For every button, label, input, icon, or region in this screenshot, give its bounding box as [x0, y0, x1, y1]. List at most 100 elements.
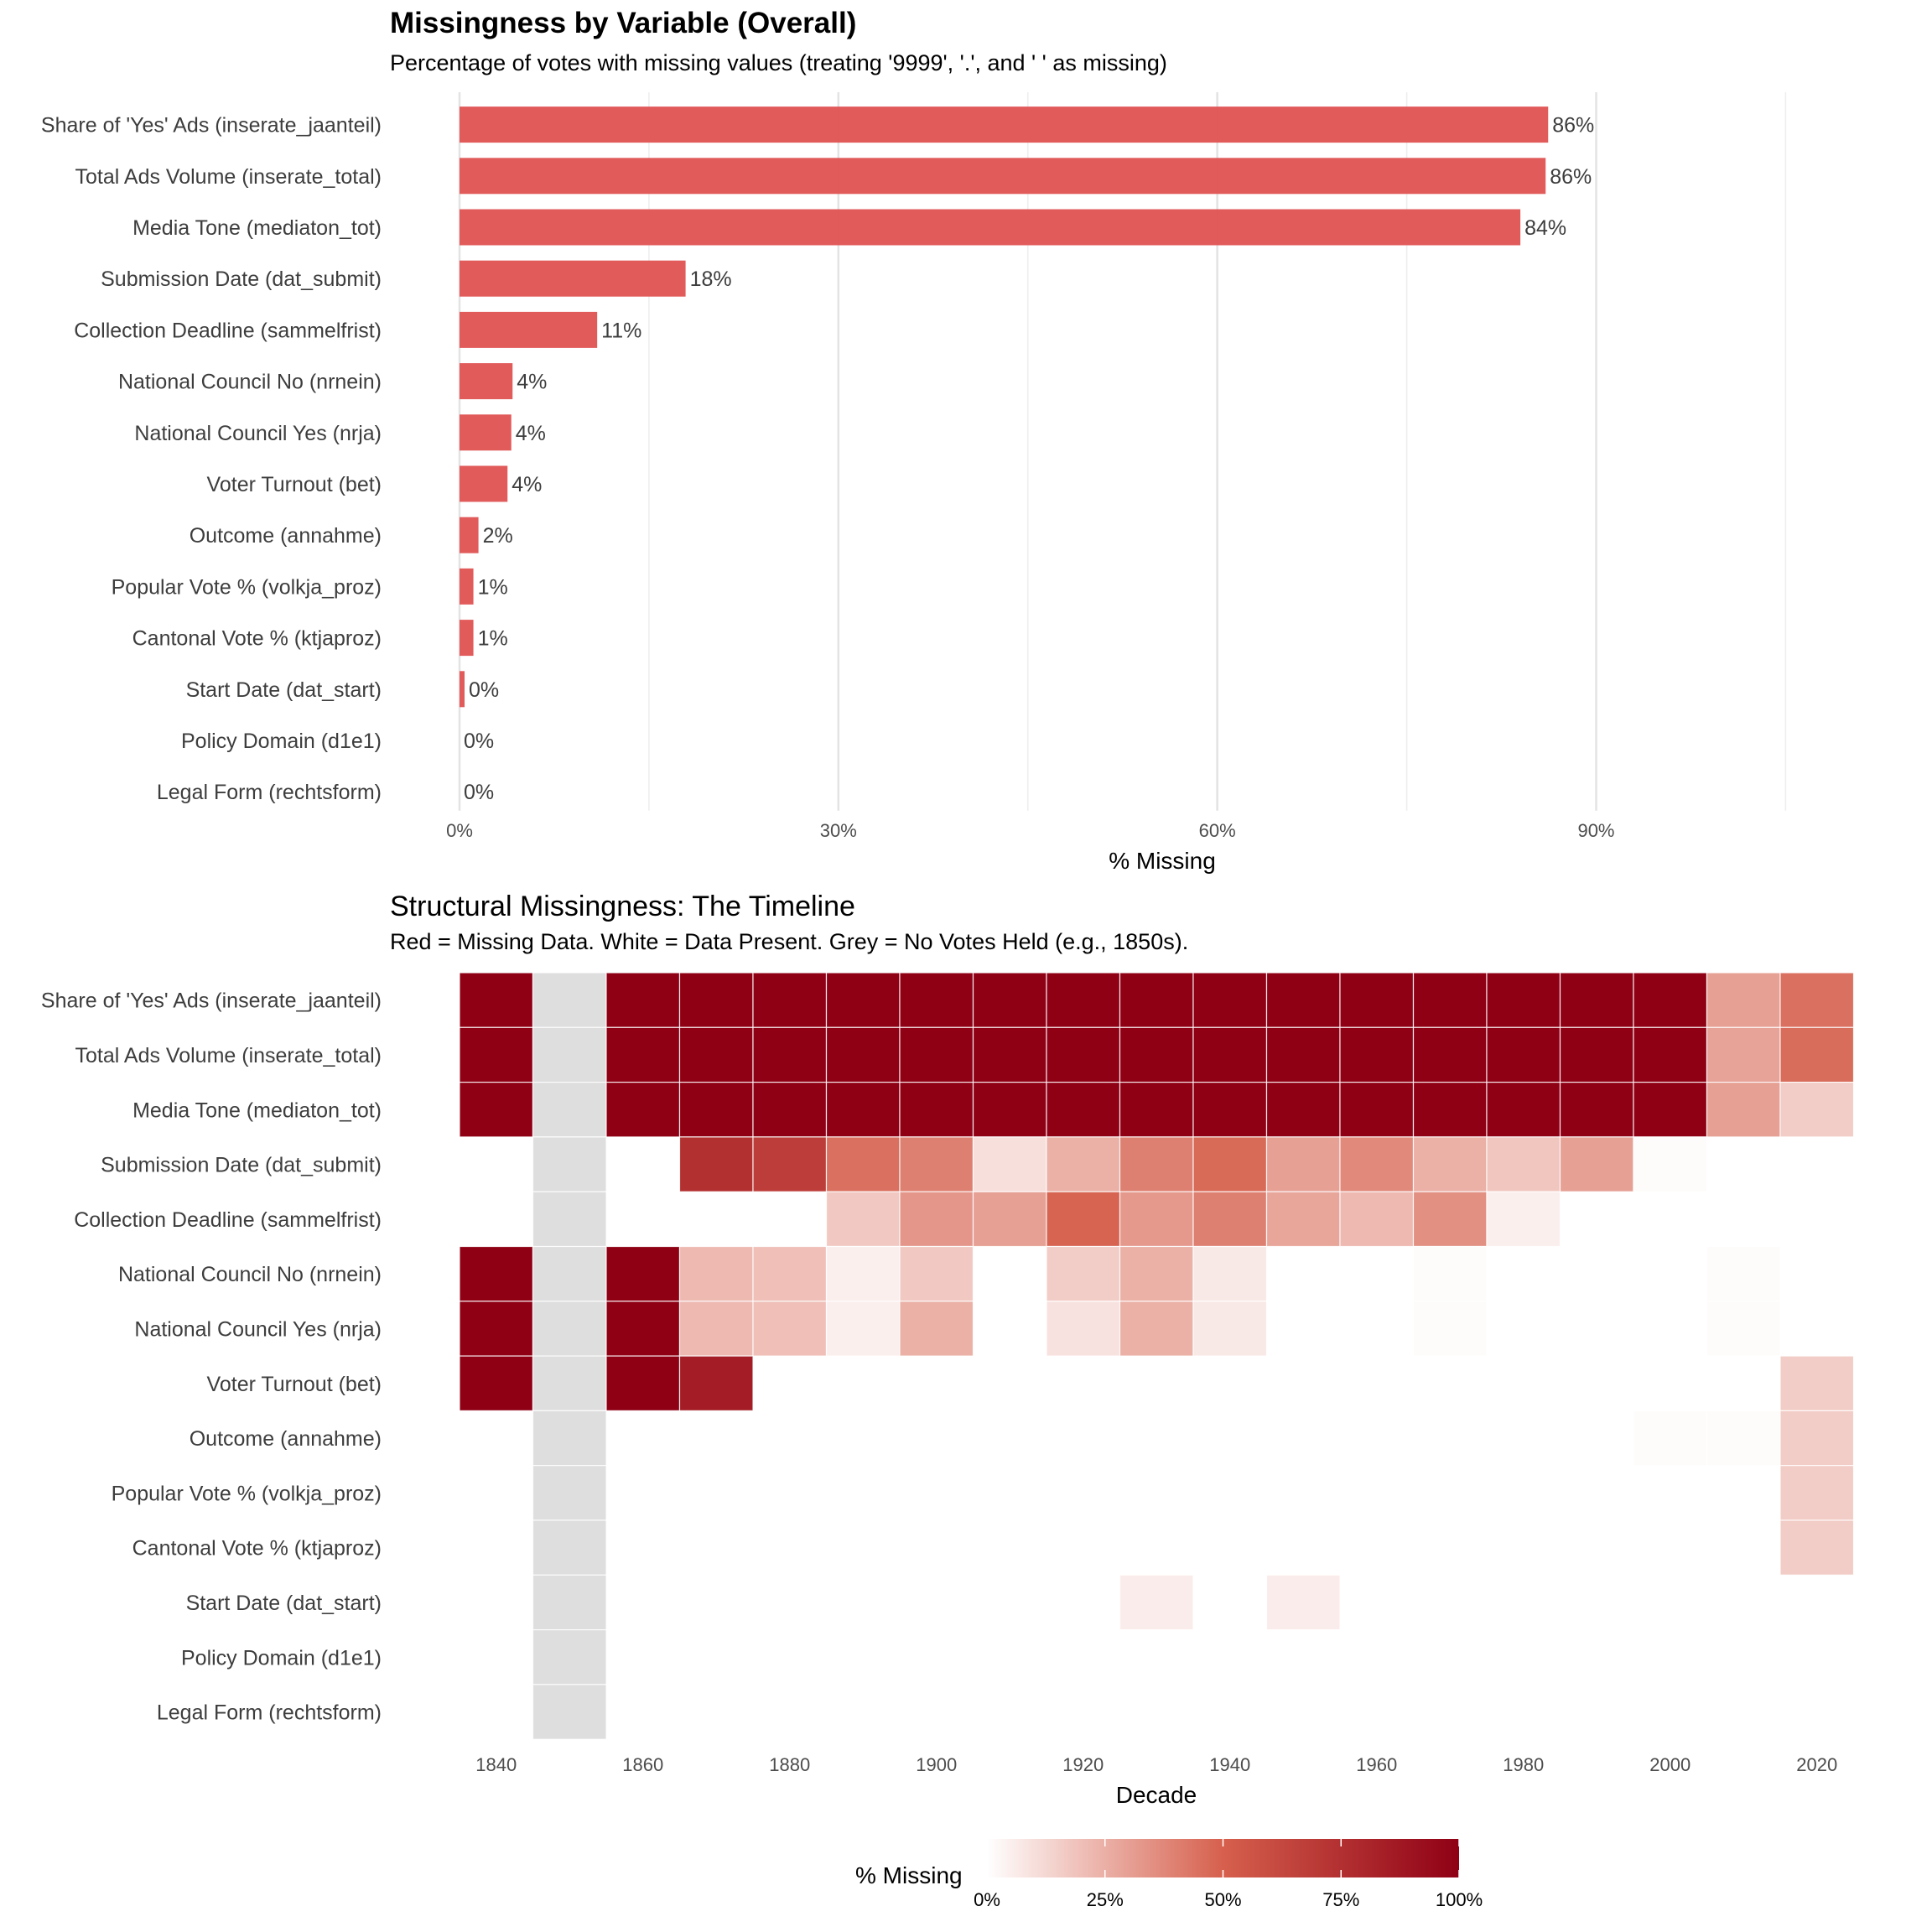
heatmap-cell: [752, 1081, 828, 1138]
heatmap-cell: [1559, 1136, 1634, 1192]
heatmap-y-label: Legal Form (rechtsform): [157, 1701, 382, 1725]
heatmap-cell: [606, 1520, 680, 1576]
heatmap-cell: [899, 1026, 974, 1083]
bar-data-label: 0%: [464, 781, 494, 804]
heatmap-cell: [1340, 1465, 1414, 1520]
heatmap-cell: [900, 1356, 974, 1411]
heatmap-x-tick-label: 1920: [1062, 1754, 1104, 1775]
bar-data-label: 18%: [690, 267, 732, 291]
heatmap-cell: [1119, 1520, 1193, 1576]
heatmap-cell: [1779, 1081, 1855, 1138]
heatmap-cell: [1633, 1356, 1707, 1411]
heatmap-cells: [459, 972, 1855, 1740]
heatmap-cell: [1413, 1520, 1487, 1576]
bar-y-label: Collection Deadline (sammelfrist): [74, 319, 382, 342]
heatmap-cell: [1119, 1684, 1193, 1740]
heatmap-cell-no-votes: [532, 1081, 607, 1138]
heatmap-cell: [678, 972, 754, 1028]
heatmap-cell: [1412, 1136, 1488, 1192]
heatmap-cell: [1560, 1410, 1633, 1466]
heatmap-cell: [1413, 1575, 1487, 1630]
bar-y-axis-labels: Share of 'Yes' Ads (inserate_jaanteil) To…: [41, 114, 382, 805]
heatmap-cell: [1779, 972, 1855, 1028]
heatmap-cell: [679, 1192, 753, 1247]
heatmap-cell: [1046, 1410, 1120, 1466]
heatmap-cell-no-votes: [532, 1684, 607, 1740]
heatmap-cell: [1633, 1465, 1707, 1520]
heatmap-cell: [899, 972, 974, 1028]
bar-y-label: National Council No (nrnein): [118, 371, 382, 394]
bar-data-label: 4%: [516, 422, 546, 445]
heatmap-x-tick-label: 1860: [622, 1754, 663, 1775]
bar-x-tick-label: 30%: [820, 820, 857, 841]
heatmap-cell: [1706, 1520, 1780, 1576]
heatmap-cell: [1706, 1410, 1781, 1467]
heatmap-cell: [606, 1192, 680, 1247]
heatmap-cell: [899, 1136, 974, 1192]
heatmap-cell: [1119, 1465, 1193, 1520]
heatmap-cell: [900, 1629, 974, 1685]
heatmap-cell: [1633, 1136, 1708, 1192]
bar-y-label: Outcome (annahme): [190, 524, 382, 548]
bar-data-label: 84%: [1524, 216, 1566, 240]
heatmap-cell: [1706, 1245, 1781, 1302]
heatmap-cell: [753, 1629, 827, 1685]
heatmap-cell: [826, 1575, 900, 1630]
heatmap-cell: [826, 1465, 900, 1520]
heatmap-cell: [1633, 1026, 1708, 1083]
heatmap-cell: [1192, 1081, 1268, 1138]
legend-color-bar: [987, 1839, 1459, 1877]
heatmap-cell: [1119, 1410, 1193, 1466]
heatmap-cell: [973, 1520, 1046, 1576]
heatmap-cell: [1046, 1301, 1121, 1357]
heatmap-cell-no-votes: [532, 1136, 607, 1192]
heatmap-cell: [1340, 1520, 1414, 1576]
bar-y-label: Voter Turnout (bet): [207, 473, 382, 496]
heatmap-cell: [1560, 1465, 1633, 1520]
heatmap-cell: [973, 1465, 1046, 1520]
heatmap-cell: [460, 1684, 533, 1740]
heatmap-cell: [1119, 1356, 1193, 1411]
heatmap-cell: [1193, 1684, 1267, 1740]
heatmap-cell: [460, 1410, 533, 1466]
heatmap-cell: [1193, 1465, 1267, 1520]
heatmap-cell: [1706, 1465, 1780, 1520]
heatmap-cell: [1046, 1684, 1120, 1740]
heatmap-cell: [1413, 1465, 1487, 1520]
heatmap-cell: [1780, 1301, 1854, 1357]
heatmap-cell: [1413, 1684, 1487, 1740]
heatmap-x-axis-ticks: 1840 1860 1880 1900 1920 1940 1960 1980 2000 2020: [475, 1754, 1837, 1775]
bar-chart-title: Missingness by Variable (Overall): [390, 7, 857, 39]
heatmap-x-axis-title: Decade: [1116, 1782, 1197, 1808]
bar: [460, 209, 1521, 246]
heatmap-cell: [678, 1301, 754, 1357]
heatmap-cell: [973, 1356, 1046, 1411]
legend-title: % Missing: [855, 1862, 963, 1888]
heatmap-cell: [1706, 972, 1781, 1028]
heatmap-cell: [1192, 1026, 1268, 1083]
legend-tick-label: 100%: [1436, 1889, 1483, 1910]
heatmap-cell: [1046, 1520, 1120, 1576]
heatmap-cell: [1265, 1026, 1341, 1083]
heatmap-cell-no-votes: [532, 1355, 607, 1411]
heatmap-cell: [1340, 1575, 1414, 1630]
heatmap-cell: [1340, 1356, 1414, 1411]
heatmap-cell: [753, 1410, 827, 1466]
heatmap-cell: [1633, 1246, 1707, 1301]
heatmap-cell: [1780, 1192, 1854, 1247]
heatmap-cell: [825, 1301, 901, 1357]
heatmap-cell: [1560, 1246, 1633, 1301]
heatmap-cell: [1046, 1081, 1121, 1138]
heatmap-cell: [1192, 1301, 1268, 1357]
heatmap-cell: [972, 1026, 1047, 1083]
bar-y-label: Share of 'Yes' Ads (inserate_jaanteil): [41, 114, 382, 138]
heatmap-y-label: Share of 'Yes' Ads (inserate_jaanteil): [41, 989, 382, 1013]
bar-data-label: 86%: [1552, 114, 1594, 138]
heatmap-cell-no-votes: [532, 1191, 607, 1248]
heatmap-cell: [1265, 972, 1341, 1028]
heatmap-cell: [1119, 1136, 1194, 1192]
heatmap-cell: [1192, 972, 1268, 1028]
heatmap-subtitle: Red = Missing Data. White = Data Present…: [390, 929, 1189, 954]
heatmap-cell: [1340, 1684, 1414, 1740]
heatmap-cell: [825, 1026, 901, 1083]
